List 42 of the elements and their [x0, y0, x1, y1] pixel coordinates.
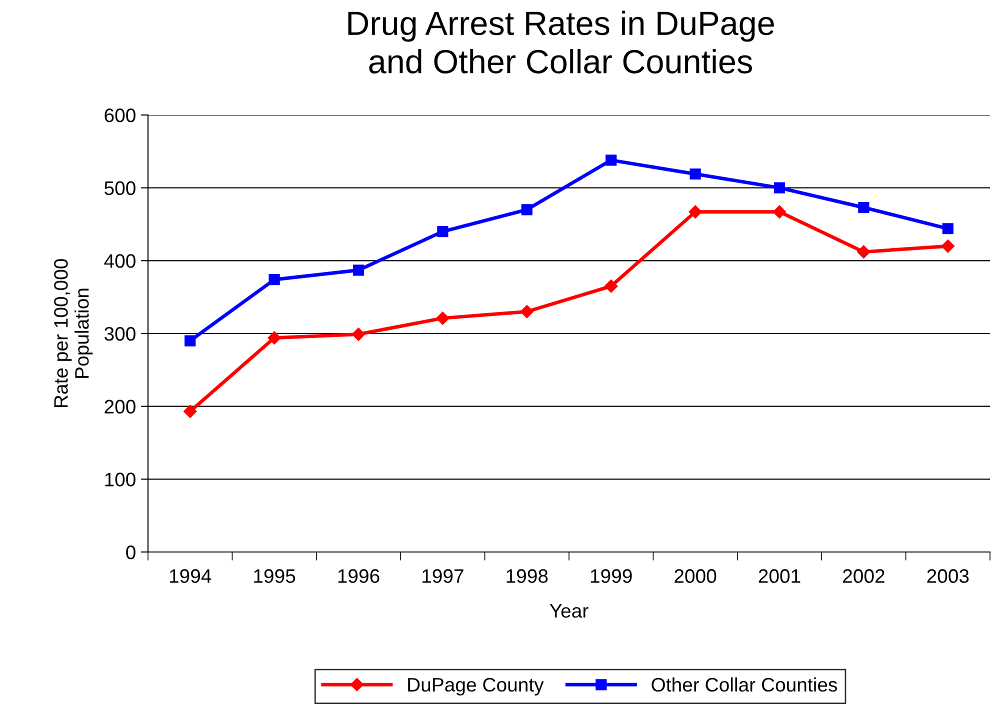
x-tick-label: 2000 — [674, 569, 716, 583]
point — [352, 264, 364, 276]
y-tick-label: 200 — [104, 400, 136, 414]
point — [352, 328, 366, 341]
point — [268, 331, 281, 344]
y-tick-label: 600 — [104, 108, 136, 122]
x-tick-label: 2003 — [927, 569, 969, 583]
y-tick-label: 300 — [104, 326, 136, 341]
point — [690, 168, 701, 180]
x-tick-label: 1999 — [590, 569, 632, 583]
point — [184, 335, 196, 346]
legend-label: DuPage County — [408, 678, 544, 696]
y-tick-label: 400 — [104, 254, 136, 268]
point — [604, 280, 618, 293]
point — [606, 154, 617, 166]
x-tick-label: 2001 — [758, 569, 800, 583]
chart-title: Drug Arrest Rates in DuPage and Other Collar Counties — [348, 10, 774, 74]
point — [858, 202, 870, 214]
point — [520, 305, 534, 318]
y-tick-label: 100 — [105, 472, 136, 486]
point — [942, 223, 954, 234]
y-axis-title: Rate per 100,000 Population — [54, 259, 93, 408]
point — [521, 204, 532, 216]
x-tick-label: 1996 — [338, 569, 380, 583]
x-axis-title: Year — [550, 604, 588, 618]
point — [857, 245, 870, 259]
legend-label: Other Collar Counties — [652, 677, 838, 692]
point — [688, 205, 702, 218]
point — [774, 182, 786, 194]
y-tick-label: 500 — [104, 181, 136, 196]
x-tick-label: 1998 — [506, 569, 548, 583]
point — [941, 240, 954, 253]
point — [437, 226, 448, 238]
x-tick-label: 1997 — [422, 569, 464, 583]
x-tick-label: 1994 — [170, 569, 212, 583]
x-tick-label: 1995 — [254, 569, 296, 583]
x-tick-label: 2002 — [843, 569, 884, 583]
point — [268, 274, 280, 286]
point — [184, 404, 197, 418]
point — [772, 205, 786, 218]
y-tick-label: 0 — [126, 545, 136, 560]
point — [436, 312, 450, 325]
